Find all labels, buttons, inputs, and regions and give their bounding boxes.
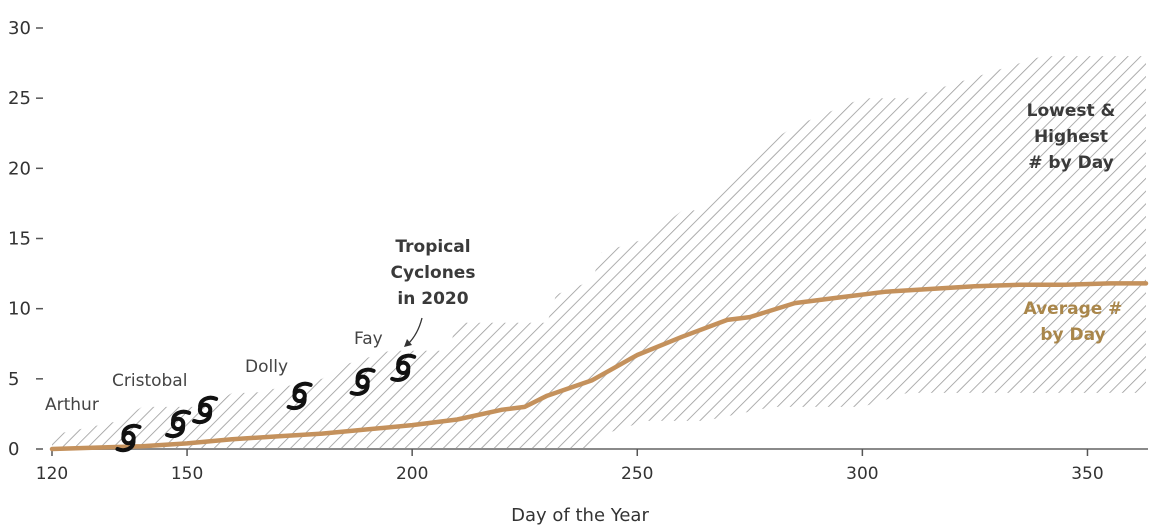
range-band-layer (52, 56, 1146, 449)
x-tick-label: 150 (171, 464, 203, 484)
storm-label-dolly: Dolly (245, 357, 288, 377)
band-label-line: Highest (1034, 127, 1108, 147)
storm-title-arrowhead (404, 339, 412, 347)
cyclone-icon (286, 381, 313, 411)
average-label-line: by Day (1040, 325, 1105, 345)
y-tick-label: 25 (8, 88, 31, 109)
annotations-layer: Tropical Cyclones in 2020 Lowest & Highest # … (391, 101, 1123, 347)
x-axis-title: Day of the Year (511, 505, 649, 526)
cyclone-icon (192, 395, 219, 425)
y-tick-label: 30 (8, 18, 31, 39)
y-tick-label: 20 (8, 158, 31, 179)
x-tick-label: 350 (1071, 464, 1103, 484)
storm-title-line: Cyclones (391, 263, 476, 283)
range-band-area (52, 56, 1146, 449)
band-label-line: Lowest & (1027, 101, 1116, 121)
x-tick-label: 300 (846, 464, 878, 484)
storm-label-cristobal: Cristobal (112, 371, 187, 391)
y-tick-label: 15 (8, 229, 31, 250)
x-tick-label: 120 (36, 464, 68, 484)
storm-markers-layer: Arthur Cristobal Dolly Fay (45, 329, 417, 453)
cyclone-icon (165, 409, 192, 439)
average-line-layer (49, 281, 1149, 452)
cyclone-icon (115, 423, 142, 453)
storm-title-arrow (407, 317, 423, 345)
storm-label-fay: Fay (354, 329, 383, 349)
cyclone-icon (349, 367, 376, 396)
x-tick-label: 200 (396, 464, 428, 484)
average-line (49, 281, 1149, 452)
y-tick-label: 10 (8, 299, 31, 320)
storm-title-line: Tropical (395, 237, 470, 257)
average-label-line: Average # (1024, 299, 1123, 319)
x-tick-label: 250 (621, 464, 653, 484)
cyclone-icon (390, 353, 417, 382)
storm-label-arthur: Arthur (45, 395, 99, 415)
storm-title-line: in 2020 (397, 289, 468, 309)
band-label-line: # by Day (1028, 153, 1113, 173)
y-tick-label: 5 (8, 369, 19, 390)
axes: 0 5 10 15 20 25 30 120 150 200 250 300 350 Day of the… (8, 18, 1148, 526)
y-tick-label: 0 (8, 439, 19, 460)
